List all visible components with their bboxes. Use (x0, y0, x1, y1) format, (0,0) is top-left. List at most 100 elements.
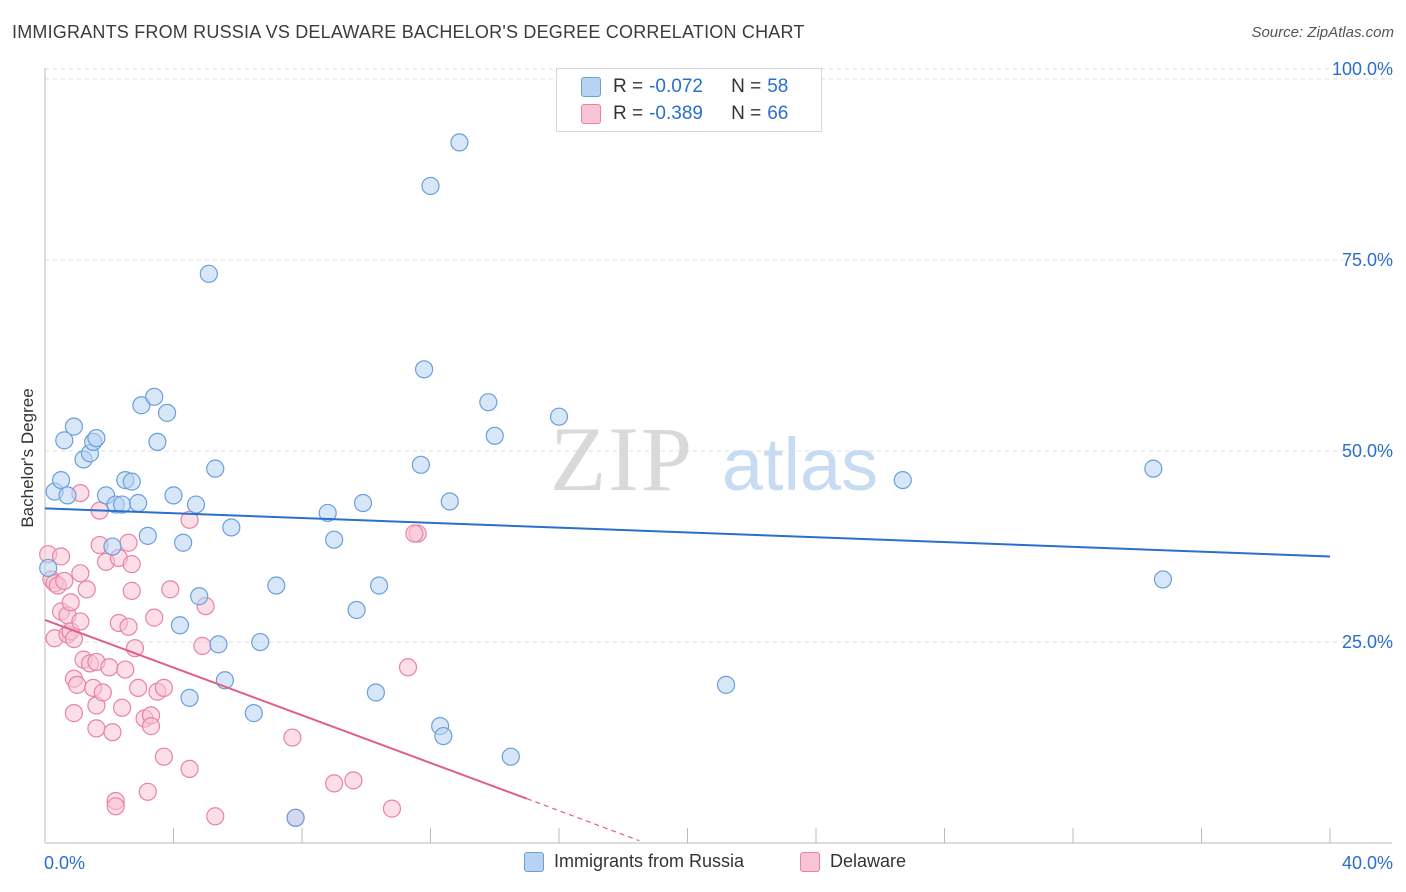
data-point (450, 133, 469, 152)
bottom-legend-label: Immigrants from Russia (554, 851, 745, 871)
data-point (180, 759, 199, 778)
data-point (206, 459, 225, 478)
data-point (174, 533, 193, 552)
data-point (39, 558, 58, 578)
data-point (93, 683, 112, 702)
data-point (55, 431, 74, 450)
chart-title: IMMIGRANTS FROM RUSSIA VS DELAWARE BACHE… (12, 22, 805, 42)
data-point (180, 688, 199, 707)
watermark-atlas: atlas (722, 423, 878, 506)
data-point (103, 723, 122, 742)
data-point (58, 486, 77, 505)
data-point (251, 632, 270, 652)
legend-n-value: 58 (767, 76, 789, 97)
data-point (286, 808, 305, 827)
legend: R = -0.072 N = 58 R = -0.389 N = 66 (556, 68, 822, 132)
data-point (1144, 459, 1163, 478)
data-point (398, 658, 418, 677)
data-point (68, 675, 87, 694)
data-point (138, 526, 157, 545)
trend-line-russia (44, 507, 1331, 558)
y-axis-label: Bachelor's Degree (18, 388, 37, 528)
data-point (209, 635, 228, 654)
data-point (421, 176, 440, 196)
data-point (186, 495, 206, 514)
data-point (100, 658, 119, 677)
data-point (64, 704, 84, 723)
data-point (51, 547, 71, 566)
x-tick-label-max: 40.0% (1342, 853, 1393, 873)
watermark: ZIP atlas (550, 408, 878, 510)
data-point (71, 564, 90, 583)
data-point (199, 264, 218, 283)
data-point (180, 510, 199, 529)
data-point (893, 471, 912, 490)
data-point (132, 396, 151, 415)
legend-row-russia: R = -0.072 N = 58 (581, 74, 788, 100)
data-point (157, 403, 177, 422)
data-point (61, 593, 80, 612)
data-point (71, 612, 90, 631)
data-point (366, 683, 385, 702)
data-point (87, 428, 106, 448)
x-tick-label-min: 0.0% (44, 853, 85, 873)
data-point (283, 728, 302, 747)
data-point (122, 555, 141, 574)
legend-r-label: R = (613, 103, 644, 124)
data-point (434, 726, 453, 746)
data-point (244, 704, 263, 723)
data-point (479, 393, 498, 412)
data-point (405, 524, 424, 543)
trend-line-delaware (44, 618, 528, 800)
data-point (344, 771, 363, 790)
data-point (170, 616, 190, 635)
data-point (325, 774, 344, 793)
legend-r-value: -0.389 (649, 103, 703, 124)
gridlines (45, 68, 1392, 643)
bottom-legend-label: Delaware (830, 851, 907, 871)
data-point (382, 799, 402, 818)
data-point (193, 636, 212, 655)
source-credit: Source: ZipAtlas.com (1251, 24, 1394, 41)
y-tick-label: 25.0% (1342, 632, 1393, 652)
data-point (129, 493, 148, 513)
legend-swatch-blue (581, 77, 601, 97)
data-point (138, 782, 157, 801)
data-point (440, 492, 459, 511)
data-point (119, 617, 138, 636)
data-point (267, 576, 286, 595)
data-point (485, 426, 504, 445)
legend-n-value: 66 (767, 103, 789, 124)
data-point (154, 747, 173, 766)
data-point (716, 675, 736, 694)
data-point (112, 698, 132, 717)
tick-labels: 100.0% 75.0% 50.0% 25.0% 0.0% 40.0% (44, 59, 1393, 873)
bottom-legend-delaware: Delaware (800, 851, 906, 872)
bottom-legend-swatch-pink (800, 851, 820, 872)
data-point (222, 518, 241, 537)
data-point (318, 503, 337, 523)
trend-lines (44, 507, 1331, 842)
data-point (77, 580, 96, 599)
legend-row-delaware: R = -0.389 N = 66 (581, 101, 788, 127)
data-point (106, 797, 125, 816)
y-tick-label: 50.0% (1342, 441, 1393, 461)
data-point (129, 678, 148, 698)
data-point (51, 471, 71, 490)
data-point (325, 530, 344, 549)
y-tick-label: 100.0% (1332, 59, 1393, 79)
legend-r-value: -0.072 (649, 76, 703, 97)
data-point (206, 807, 225, 826)
data-point (347, 600, 366, 620)
data-point (501, 747, 520, 766)
data-point (353, 493, 373, 513)
legend-r-label: R = (613, 76, 644, 97)
data-point (145, 387, 164, 406)
data-point (414, 360, 434, 379)
data-point (1153, 570, 1173, 589)
data-point (64, 417, 84, 436)
data-point (164, 486, 183, 505)
data-point (122, 581, 141, 600)
y-tick-label: 75.0% (1342, 250, 1393, 270)
